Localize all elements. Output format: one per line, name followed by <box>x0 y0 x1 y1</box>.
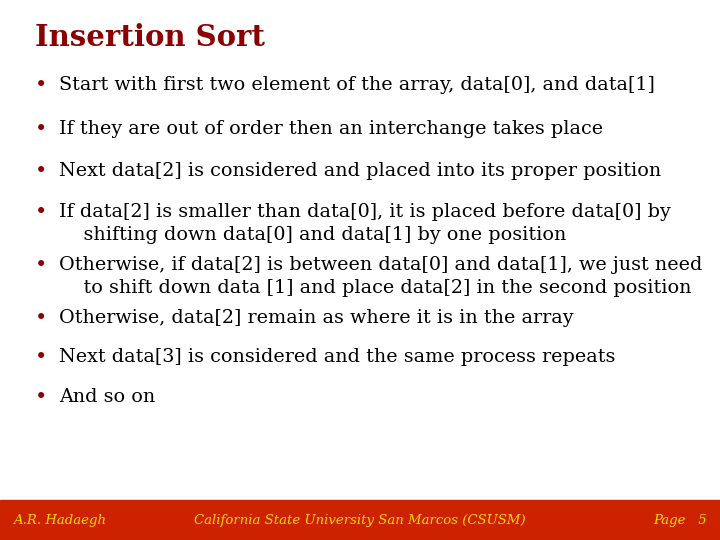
Text: •: • <box>35 309 48 328</box>
Text: If they are out of order then an interchange takes place: If they are out of order then an interch… <box>59 120 603 138</box>
Text: •: • <box>35 76 48 94</box>
Text: Next data[3] is considered and the same process repeats: Next data[3] is considered and the same … <box>59 348 615 366</box>
Text: Otherwise, if data[2] is between data[0] and data[1], we just need
    to shift : Otherwise, if data[2] is between data[0]… <box>59 256 702 297</box>
Text: •: • <box>35 348 48 367</box>
Text: Otherwise, data[2] remain as where it is in the array: Otherwise, data[2] remain as where it is… <box>59 309 573 327</box>
Text: •: • <box>35 256 48 275</box>
Text: •: • <box>35 203 48 222</box>
Text: California State University San Marcos (CSUSM): California State University San Marcos (… <box>194 514 526 526</box>
Text: •: • <box>35 120 48 139</box>
Text: Start with first two element of the array, data[0], and data[1]: Start with first two element of the arra… <box>59 76 654 93</box>
Text: •: • <box>35 388 48 407</box>
Text: A.R. Hadaegh: A.R. Hadaegh <box>13 514 106 526</box>
Text: If data[2] is smaller than data[0], it is placed before data[0] by
    shifting : If data[2] is smaller than data[0], it i… <box>59 203 670 244</box>
Text: Insertion Sort: Insertion Sort <box>35 23 265 52</box>
Text: Page   5: Page 5 <box>654 514 707 526</box>
Text: Next data[2] is considered and placed into its proper position: Next data[2] is considered and placed in… <box>59 161 661 180</box>
Text: •: • <box>35 161 48 181</box>
Text: And so on: And so on <box>59 388 155 406</box>
